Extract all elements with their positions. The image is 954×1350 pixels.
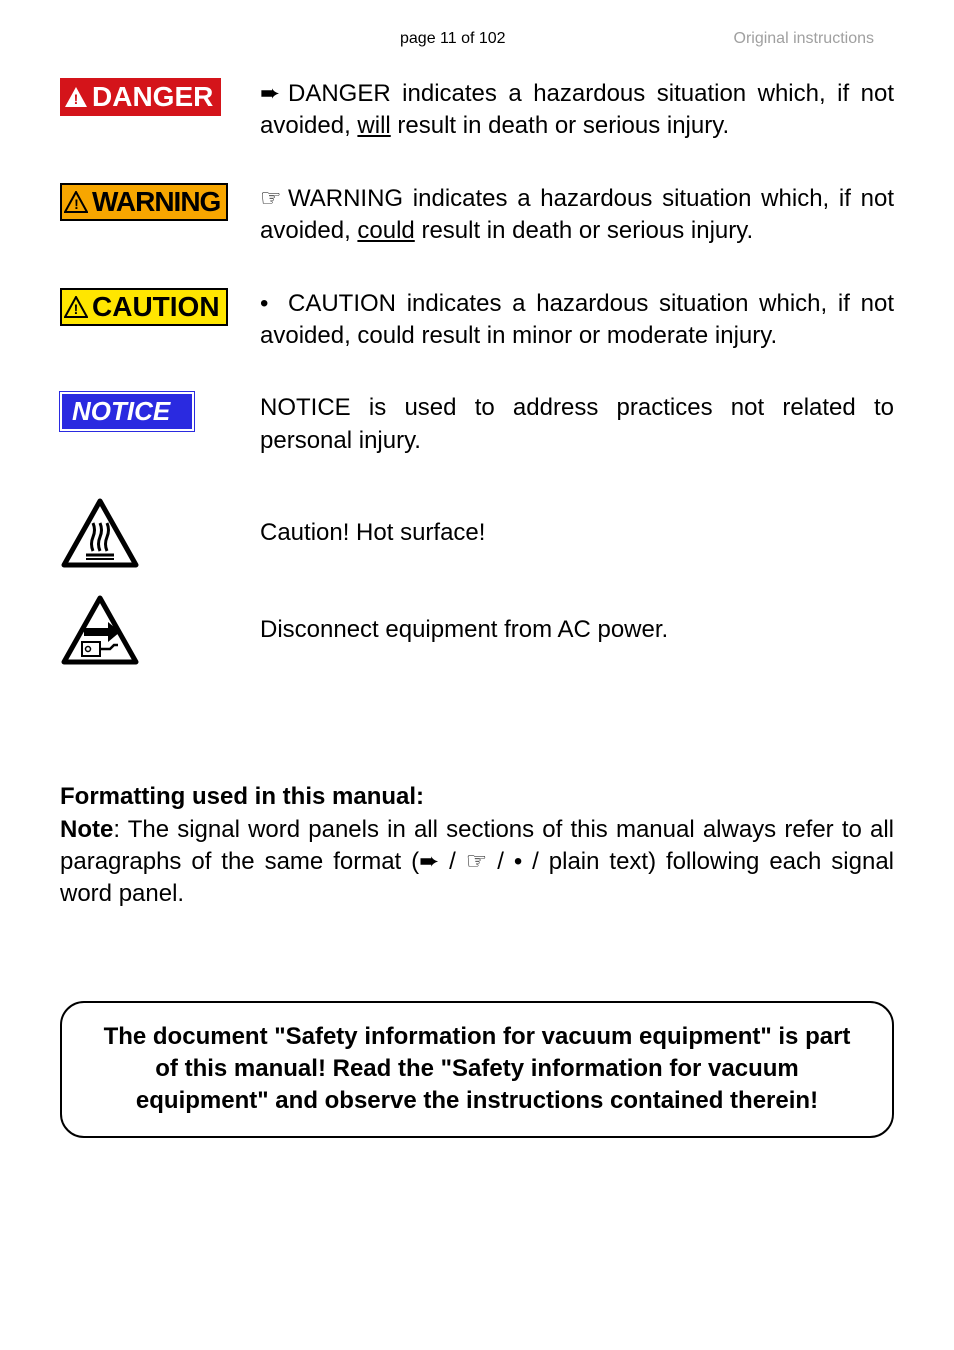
warning-label: WARNING	[92, 186, 220, 218]
caution-badge: ! CAUTION	[60, 288, 228, 326]
entry-warning: ! WARNING ☞WARNING indicates a hazardous…	[60, 183, 894, 248]
danger-text-post: result in death or serious injury.	[391, 112, 729, 139]
warning-badge: ! WARNING	[60, 183, 228, 221]
formatting-body: : The signal word panels in all sections…	[60, 816, 894, 908]
danger-label: DANGER	[92, 81, 213, 113]
warning-text-underlined: could	[357, 217, 414, 244]
formatting-note: Note: The signal word panels in all sect…	[60, 814, 894, 911]
danger-description: ➨DANGER indicates a hazardous situation …	[260, 78, 894, 143]
formatting-section: Formatting used in this manual: Note: Th…	[60, 781, 894, 911]
notice-badge: NOTICE	[60, 392, 194, 431]
hot-surface-description: Caution! Hot surface!	[260, 497, 894, 549]
arrow-bullet-icon: ➨	[260, 78, 288, 110]
danger-badge: ! DANGER	[60, 78, 221, 116]
disconnect-description: Disconnect equipment from AC power.	[260, 594, 894, 646]
note-label: Note	[60, 816, 113, 843]
hand-bullet-icon: ☞	[260, 183, 288, 215]
badge-col	[60, 497, 260, 574]
dot-bullet-icon: •	[260, 288, 288, 320]
badge-col: NOTICE	[60, 392, 260, 431]
svg-text:!: !	[74, 196, 78, 212]
entry-danger: ! DANGER ➨DANGER indicates a hazardous s…	[60, 78, 894, 143]
hot-surface-text: Caution! Hot surface!	[260, 519, 485, 546]
alert-triangle-icon: !	[64, 296, 88, 318]
caution-text: CAUTION indicates a hazardous situation …	[260, 290, 894, 349]
warning-text: WARNING indicates a hazardous situation …	[260, 185, 894, 244]
formatting-title: Formatting used in this manual:	[60, 781, 894, 813]
caution-description: •CAUTION indicates a hazardous situation…	[260, 288, 894, 353]
hot-surface-icon	[60, 497, 140, 574]
disconnect-power-icon	[60, 594, 140, 671]
badge-col: ! CAUTION	[60, 288, 260, 326]
notice-description: NOTICE is used to address practices not …	[260, 392, 894, 457]
badge-col	[60, 594, 260, 671]
alert-triangle-icon: !	[64, 86, 88, 108]
page-number: page 11 of 102	[400, 30, 506, 48]
notice-text: NOTICE is used to address practices not …	[260, 394, 894, 453]
warning-description: ☞WARNING indicates a hazardous situation…	[260, 183, 894, 248]
page: page 11 of 102 Original instructions ! D…	[0, 0, 954, 1350]
entry-disconnect: Disconnect equipment from AC power.	[60, 594, 894, 671]
header-right-label: Original instructions	[734, 30, 875, 48]
entry-notice: NOTICE NOTICE is used to address practic…	[60, 392, 894, 457]
svg-text:!: !	[74, 91, 79, 107]
disconnect-text: Disconnect equipment from AC power.	[260, 616, 668, 643]
caution-label: CAUTION	[92, 291, 220, 323]
badge-col: ! DANGER	[60, 78, 260, 116]
page-header: page 11 of 102 Original instructions	[60, 30, 894, 48]
entry-hot-surface: Caution! Hot surface!	[60, 497, 894, 574]
safety-info-text: The document "Safety information for vac…	[104, 1023, 851, 1115]
notice-label: NOTICE	[72, 396, 170, 426]
warning-text-post: result in death or serious injury.	[415, 217, 753, 244]
entry-caution: ! CAUTION •CAUTION indicates a hazardous…	[60, 288, 894, 353]
danger-text-underlined: will	[357, 112, 390, 139]
safety-info-box: The document "Safety information for vac…	[60, 1001, 894, 1138]
svg-text:!: !	[74, 301, 79, 317]
alert-triangle-icon: !	[64, 191, 88, 213]
danger-text: DANGER indicates a hazardous situation w…	[260, 80, 894, 139]
badge-col: ! WARNING	[60, 183, 260, 221]
